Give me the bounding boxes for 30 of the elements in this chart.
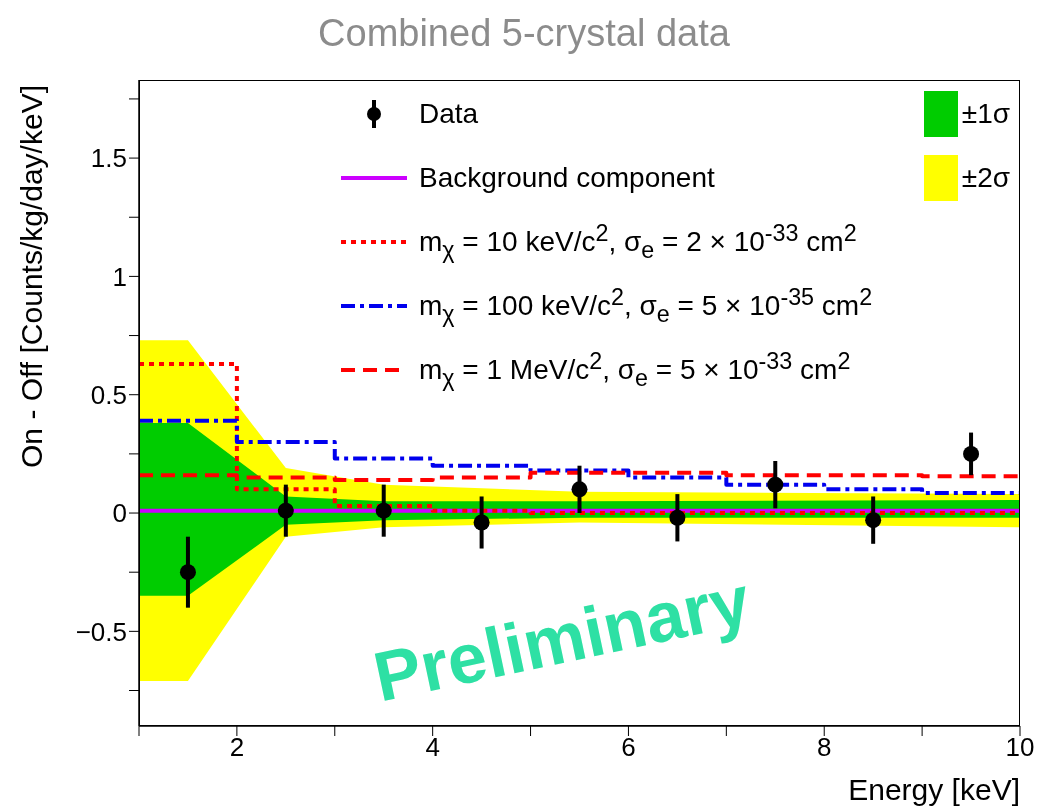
y-tick-label: 1 [112, 261, 127, 292]
y-tick-label: −0.5 [75, 616, 127, 647]
text: m$_{χ}$ = 1 MeV/c$^{2}$, σ$_{e}$ = 5 × 10$^{-33}$ cm$^{2}$ [419, 348, 851, 391]
x-tick-label: 4 [425, 732, 440, 763]
text: m$_{χ}$ = 10 keV/c$^{2}$, σ$_{e}$ = 2 × 10$^{-33}$ cm$^{2}$ [419, 220, 857, 263]
y-tick-label: 0.5 [90, 379, 127, 410]
legend-label: ±2σ [961, 162, 1010, 194]
point [571, 481, 588, 498]
legend-label: Background component [419, 162, 715, 194]
point [767, 476, 784, 493]
legend-label: ±1σ [961, 98, 1010, 130]
point [473, 514, 490, 531]
x-tick-label: 8 [816, 732, 832, 763]
annotation: Preliminary [367, 560, 757, 717]
x-axis-title: Energy [keV] [848, 773, 1020, 806]
point [865, 512, 882, 529]
x-tick-label: 2 [229, 732, 245, 763]
chart-title: Combined 5-crystal data [317, 12, 731, 55]
point [277, 502, 294, 519]
point [963, 445, 980, 462]
y-tick-label: 1.5 [90, 143, 127, 174]
x-tick-label: 6 [621, 732, 636, 763]
x-tick-label: 10 [1005, 732, 1035, 763]
point [179, 564, 196, 581]
y-axis-title: On - Off [Counts/kg/day/keV] [15, 85, 48, 468]
text: m$_{χ}$ = 100 keV/c$^{2}$, σ$_{e}$ = 5 × 10$^{-35}$ cm$^{2}$ [419, 284, 873, 327]
point [375, 502, 392, 519]
legend-label: Data [419, 98, 479, 130]
y-tick-label: 0 [112, 498, 127, 529]
point [669, 509, 686, 526]
